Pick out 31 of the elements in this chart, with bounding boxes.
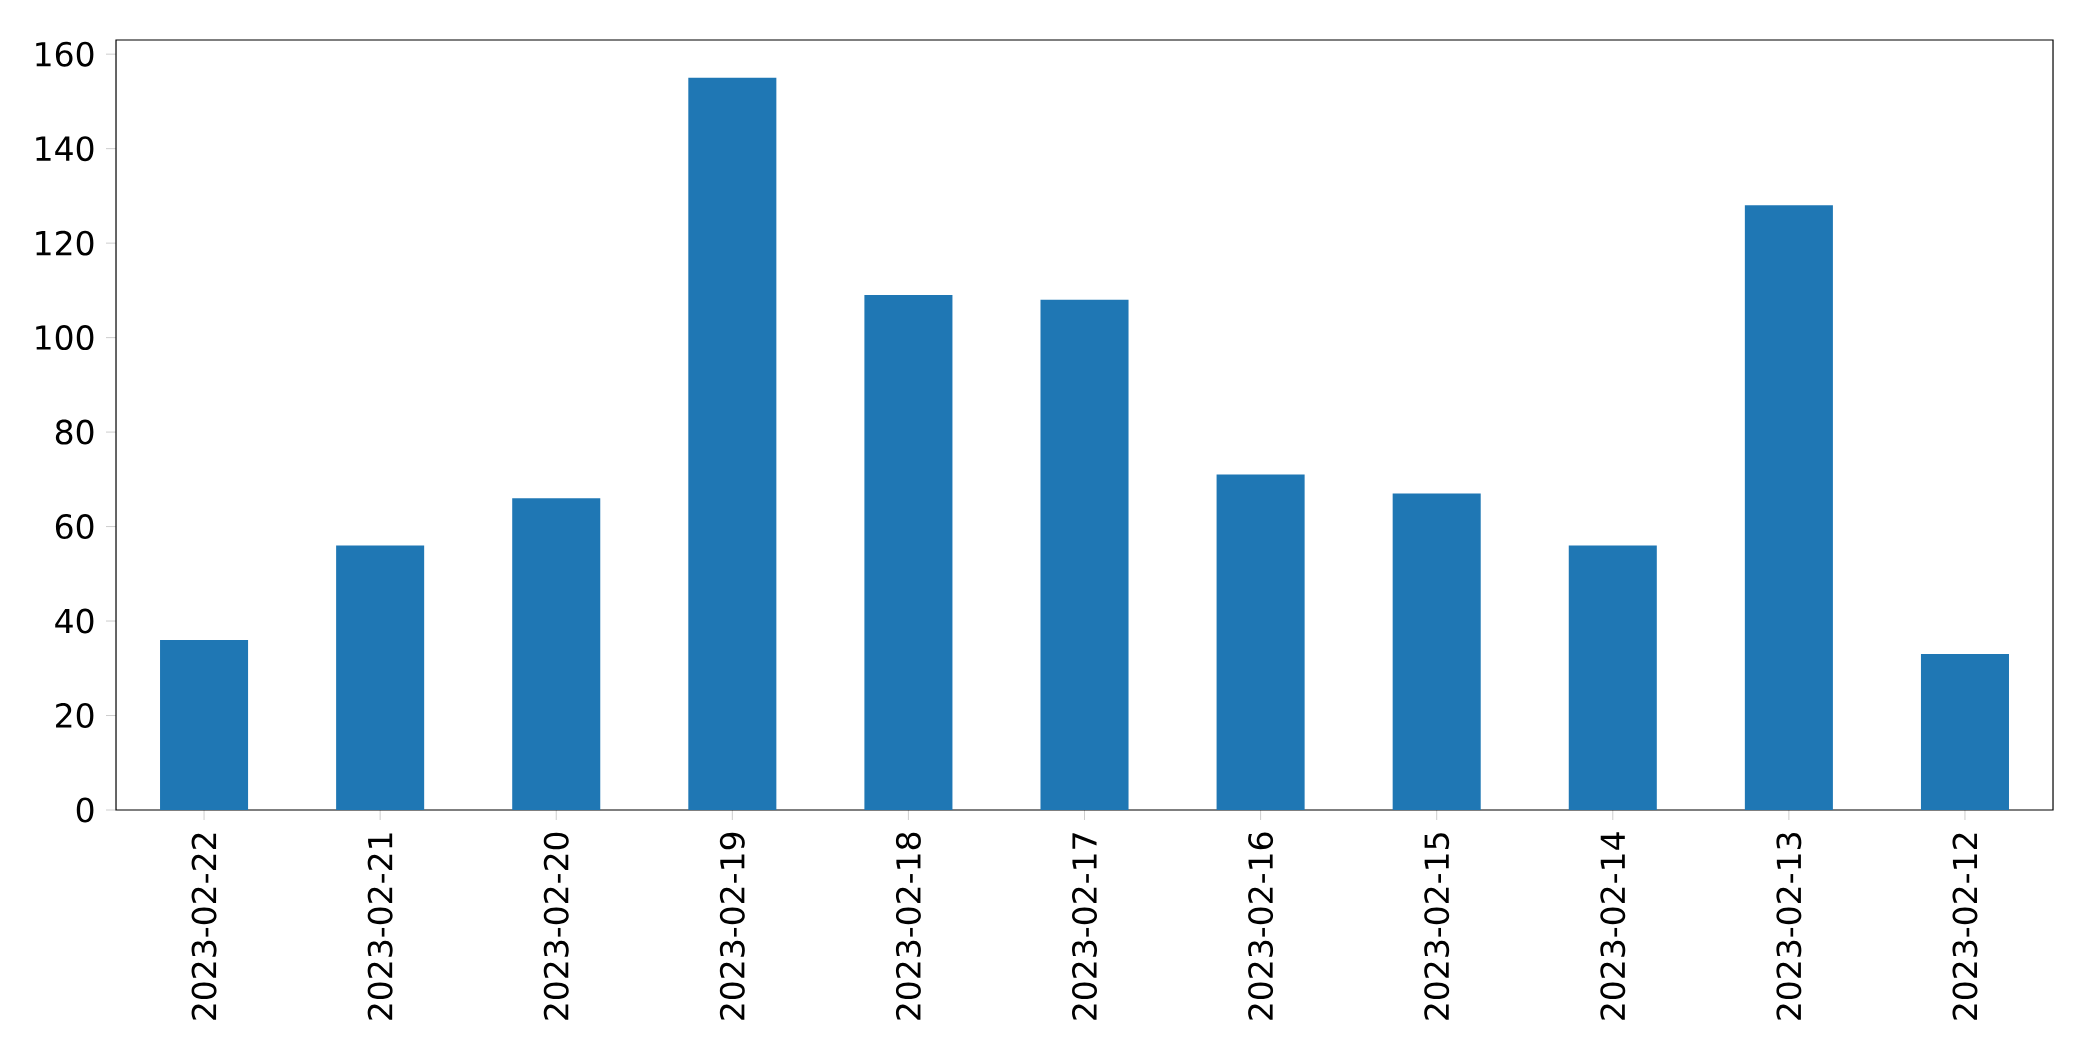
bar xyxy=(1040,299,1129,810)
bar xyxy=(1216,474,1305,810)
bar xyxy=(1920,654,2009,810)
y-tick-label: 40 xyxy=(55,608,94,634)
y-tick-label: 160 xyxy=(36,41,94,67)
x-tick-label: 2023-02-15 xyxy=(1424,833,1450,1020)
bar xyxy=(1568,545,1657,810)
x-tick-label: 2023-02-12 xyxy=(1952,833,1978,1020)
x-tick-label: 2023-02-21 xyxy=(367,833,393,1020)
x-tick-label: 2023-02-22 xyxy=(191,833,217,1020)
bar xyxy=(864,295,953,810)
bar xyxy=(512,498,601,810)
x-tick-label: 2023-02-17 xyxy=(1072,833,1097,1020)
bar xyxy=(1744,205,1833,810)
y-tick-label: 80 xyxy=(55,419,94,445)
bar xyxy=(688,77,777,810)
y-tick-label: 120 xyxy=(36,230,94,256)
x-tick-label: 2023-02-18 xyxy=(895,832,921,1020)
bar xyxy=(336,545,425,810)
x-tick-label: 2023-02-14 xyxy=(1600,832,1626,1020)
x-tick-label: 2023-02-16 xyxy=(1248,832,1274,1020)
y-tick-label: 20 xyxy=(56,703,94,729)
y-tick-label: 60 xyxy=(55,514,94,540)
x-tick-label: 2023-02-20 xyxy=(543,832,569,1020)
y-tick-label: 100 xyxy=(36,325,94,351)
bar xyxy=(1392,493,1481,810)
x-tick-label: 2023-02-19 xyxy=(719,832,745,1020)
y-tick-label: 0 xyxy=(76,797,94,823)
x-tick-label: 2023-02-13 xyxy=(1776,833,1802,1020)
bar xyxy=(160,639,249,810)
y-tick-label: 140 xyxy=(36,136,94,162)
